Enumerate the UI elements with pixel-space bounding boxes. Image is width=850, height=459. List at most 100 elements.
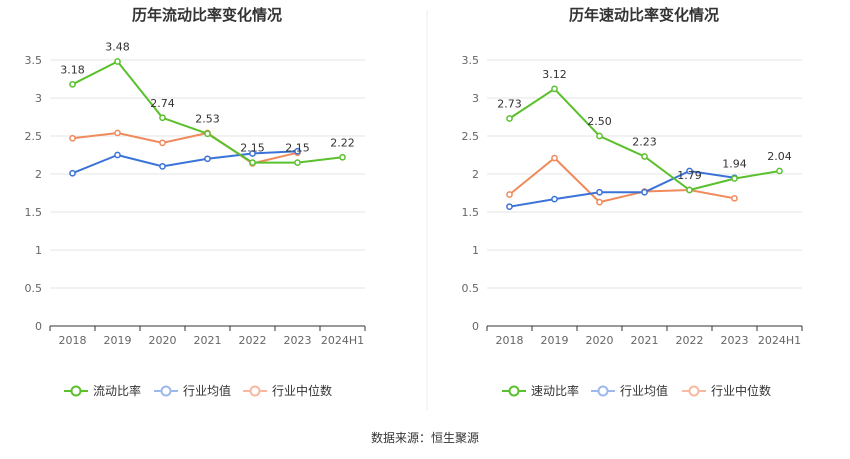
data-label: 2.15	[285, 142, 310, 155]
y-tick-label: 3.5	[25, 54, 43, 67]
data-point[interactable]	[294, 159, 301, 166]
data-point[interactable]	[506, 191, 513, 198]
data-point[interactable]	[551, 154, 558, 162]
data-label: 3.12	[542, 68, 567, 81]
y-tick-label: 1	[35, 244, 42, 257]
y-tick-label: 2	[35, 168, 42, 181]
data-label: 2.50	[587, 115, 612, 128]
data-point[interactable]	[731, 175, 738, 182]
y-tick-label: 1.5	[25, 206, 43, 219]
legend-label: 行业均值	[620, 383, 668, 398]
y-tick-label: 0.5	[462, 282, 480, 295]
data-point[interactable]	[506, 115, 513, 122]
data-label: 1.94	[722, 158, 747, 171]
data-point[interactable]	[731, 194, 738, 202]
x-tick-label: 2024H1	[758, 334, 801, 347]
legend-item-3[interactable]: 行业中位数	[682, 383, 771, 398]
legend-label: 行业均值	[183, 383, 231, 398]
data-point[interactable]	[686, 186, 693, 194]
y-tick-label: 0	[35, 320, 42, 333]
legend-item-1[interactable]: 流动比率	[64, 383, 141, 398]
x-tick-label: 2022	[239, 334, 267, 347]
y-tick-label: 0	[472, 320, 479, 333]
legend-label: 速动比率	[531, 383, 579, 398]
legend-marker	[688, 385, 700, 397]
x-tick-label: 2023	[721, 334, 749, 347]
y-tick-label: 1	[472, 244, 479, 257]
x-tick-label: 2021	[194, 334, 222, 347]
data-point[interactable]	[159, 114, 166, 122]
legend-item-1[interactable]: 速动比率	[502, 383, 579, 398]
series-1: 3.18 3.48 2.74 2.53 2.15 2.15 2.22	[60, 41, 355, 166]
legend-label: 行业中位数	[711, 383, 771, 398]
series-2	[69, 147, 301, 177]
chart-title: 历年流动比率变化情况	[132, 6, 282, 24]
data-point[interactable]	[596, 188, 603, 196]
legend-label: 流动比率	[93, 383, 141, 398]
data-point[interactable]	[249, 159, 256, 166]
y-tick-label: 3	[472, 92, 479, 105]
legend-item-3[interactable]: 行业中位数	[243, 383, 332, 398]
y-tick-label: 0.5	[25, 282, 43, 295]
x-tick-label: 2019	[104, 334, 132, 347]
data-point[interactable]	[159, 163, 166, 170]
legend-marker	[249, 385, 261, 397]
y-tick-label: 2	[472, 168, 479, 181]
data-point[interactable]	[641, 188, 648, 196]
data-point[interactable]	[596, 132, 603, 140]
data-point[interactable]	[506, 203, 513, 211]
data-point[interactable]	[339, 153, 346, 161]
data-point[interactable]	[249, 150, 256, 157]
series-3	[506, 154, 738, 206]
data-label: 3.18	[60, 63, 85, 76]
data-point[interactable]	[114, 129, 121, 137]
chart-title: 历年速动比率变化情况	[569, 6, 719, 24]
data-point[interactable]	[596, 198, 603, 206]
legend-marker	[160, 385, 172, 397]
data-label: 2.23	[632, 136, 657, 149]
data-label: 2.73	[497, 98, 522, 111]
data-label: 2.04	[767, 150, 792, 163]
data-point[interactable]	[69, 80, 76, 88]
data-point[interactable]	[204, 130, 211, 138]
data-point[interactable]	[686, 167, 693, 175]
data-source: 数据来源：恒生聚源	[371, 430, 479, 445]
y-tick-label: 2.5	[25, 130, 43, 143]
data-point[interactable]	[69, 169, 76, 177]
x-tick-label: 2018	[496, 334, 524, 347]
x-tick-label: 2021	[631, 334, 659, 347]
data-label: 2.53	[195, 113, 220, 126]
data-point[interactable]	[114, 58, 121, 65]
data-label: 2.15	[240, 142, 265, 155]
x-tick-label: 2018	[59, 334, 87, 347]
y-tick-label: 3	[35, 92, 42, 105]
data-point[interactable]	[776, 167, 783, 175]
legend-marker	[597, 385, 609, 397]
data-point[interactable]	[159, 139, 166, 147]
data-point[interactable]	[69, 134, 76, 142]
x-tick-label: 2022	[676, 334, 704, 347]
y-tick-label: 1.5	[462, 206, 480, 219]
data-label: 2.74	[150, 97, 175, 110]
x-tick-label: 2019	[541, 334, 569, 347]
x-tick-label: 2020	[586, 334, 614, 347]
legend-item-2[interactable]: 行业均值	[591, 383, 668, 398]
chart-panel-2: 历年速动比率变化情况 0 0.5 1 1.5 2 2.5 3 3.5 2018 2019 2020 20…	[462, 6, 803, 398]
legend-marker	[508, 385, 520, 397]
legend: 流动比率 行业均值 行业中位数	[64, 383, 332, 398]
data-point[interactable]	[641, 153, 648, 160]
y-tick-label: 3.5	[462, 54, 480, 67]
data-point[interactable]	[551, 195, 558, 203]
data-point[interactable]	[114, 151, 121, 159]
legend-label: 行业中位数	[272, 383, 332, 398]
legend-item-2[interactable]: 行业均值	[154, 383, 231, 398]
x-tick-label: 2020	[149, 334, 177, 347]
data-point[interactable]	[551, 85, 558, 93]
data-point[interactable]	[294, 147, 301, 155]
legend-marker	[70, 385, 82, 397]
x-tick-label: 2023	[284, 334, 312, 347]
data-point[interactable]	[204, 155, 211, 163]
